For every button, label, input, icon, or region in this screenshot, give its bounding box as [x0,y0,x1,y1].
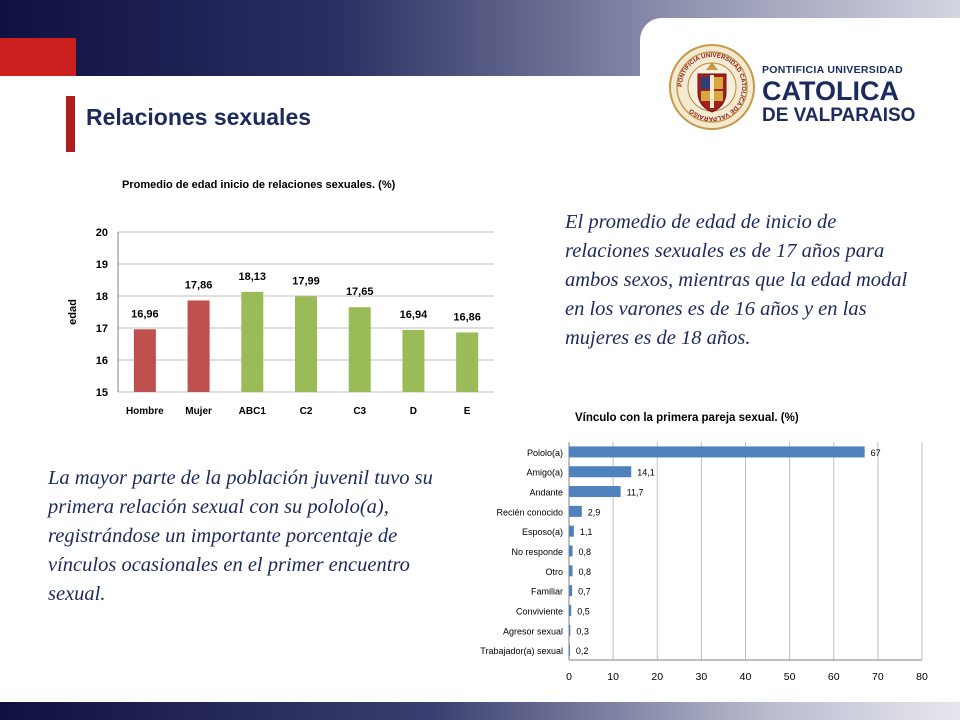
bar [348,307,371,392]
bar [569,446,865,458]
y-tick-label: 17 [96,323,108,335]
university-logo-text: PONTIFICIA UNIVERSIDAD CATOLICA DE VALPA… [762,64,915,127]
data-label: 14,1 [637,468,655,478]
university-seal-icon: PONTIFICIA UNIVERSIDAD CATOLICA DE VALPA… [669,44,755,130]
y-axis-label: edad [67,299,79,325]
category-label: Agresor sexual [503,626,563,636]
y-tick-label: 15 [96,387,108,399]
data-label: 0,2 [576,646,589,656]
logo-line-1: PONTIFICIA UNIVERSIDAD [762,64,903,76]
bar [569,585,573,597]
category-label: Conviviente [516,606,563,616]
y-tick-label: 19 [96,259,108,271]
chart-title: Vínculo con la primera pareja sexual. (%… [575,412,799,424]
data-label: 0,8 [579,567,592,577]
data-label: 16,94 [400,309,428,321]
category-label: Familiar [531,587,563,597]
bar [133,329,156,392]
y-tick-label: 16 [96,355,108,367]
category-label: No responde [511,547,563,557]
data-label: 18,13 [239,271,267,283]
logo-line-2: CATOLICA [762,76,899,106]
x-tick-label: 60 [828,671,840,683]
page-title: Relaciones sexuales [86,104,312,130]
category-label: Amigo(a) [526,468,563,478]
category-label: Pololo(a) [527,448,563,458]
data-label: 17,99 [292,275,320,287]
data-label: 0,3 [576,626,589,636]
bar [241,291,264,392]
chart-title: Promedio de edad inicio de relaciones se… [122,179,396,191]
data-label: 16,96 [131,308,159,320]
data-label: 2,9 [588,507,601,517]
data-label: 17,65 [346,286,374,298]
bar [295,296,317,392]
x-tick-label: ABC1 [239,406,267,417]
bar [187,300,210,392]
bottom-footer-bar [0,702,960,720]
data-label: 67 [871,448,881,458]
logo-line-3: DE VALPARAISO [762,105,916,126]
bar [569,525,574,537]
x-tick-label: 50 [784,671,796,683]
bar [569,565,573,577]
bar [569,624,571,636]
x-tick-label: C3 [353,406,366,417]
data-label: 0,8 [579,547,592,557]
category-label: Esposo(a) [522,527,563,537]
category-label: Recién conocido [496,507,563,517]
bar [569,505,582,517]
x-tick-label: Hombre [126,406,164,417]
bar [402,329,425,392]
red-accent-tab [0,38,76,76]
data-label: 11,7 [627,488,644,498]
data-label: 17,86 [185,279,213,291]
x-tick-label: 70 [872,671,884,683]
age-bar-chart: Promedio de edad inicio de relaciones se… [67,179,494,417]
bar [456,332,479,392]
category-label: Trabajador(a) sexual [480,646,563,656]
relationship-bar-chart: Vínculo con la primera pareja sexual. (%… [480,412,928,683]
x-tick-label: 40 [740,671,752,683]
y-tick-label: 20 [96,227,108,239]
bar [569,466,632,478]
x-tick-label: 80 [916,671,928,683]
y-tick-label: 18 [96,291,108,303]
x-tick-label: 20 [651,671,663,683]
category-label: Andante [529,488,563,498]
bar [569,545,573,557]
paragraph-average-age: El promedio de edad de inicio de relacio… [565,211,908,349]
x-tick-label: 0 [566,671,572,683]
data-label: 0,7 [578,587,591,597]
bar [569,486,621,498]
x-tick-label: 30 [696,671,708,683]
x-tick-label: Mujer [185,406,212,417]
bar [569,644,570,656]
data-label: 16,86 [453,311,481,323]
title-accent-bar [66,96,75,152]
paragraph-first-partner: La mayor parte de la población juvenil t… [48,467,433,605]
data-label: 1,1 [580,527,593,537]
x-tick-label: 10 [607,671,619,683]
x-tick-label: C2 [300,406,313,417]
x-tick-label: D [410,406,417,417]
data-label: 0,5 [577,606,590,616]
x-tick-label: E [464,406,471,417]
category-label: Otro [545,567,563,577]
bar [569,604,572,616]
